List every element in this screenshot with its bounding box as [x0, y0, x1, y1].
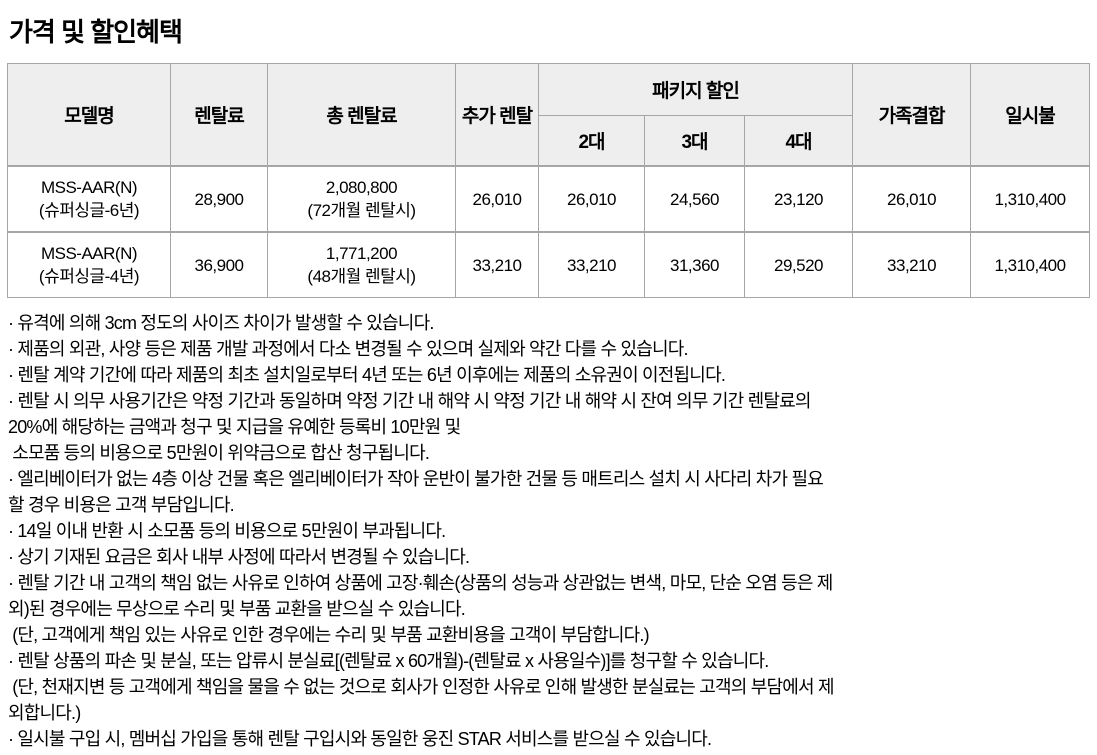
header-rental-fee: 렌탈료 [170, 63, 268, 167]
model-name: MSS-AAR(N) [40, 178, 138, 197]
model-variant: (슈퍼싱글-6년) [38, 201, 140, 220]
note-line: · 렌탈 기간 내 고객의 책임 없는 사유로 인하여 상품에 고장·훼손(상품… [8, 573, 833, 593]
cell-package-3: 24,560 [644, 165, 745, 233]
note-line: · 렌탈 상품의 파손 및 분실, 또는 압류시 분실료[(렌탈료 x 60개월… [8, 651, 769, 671]
model-name: MSS-AAR(N) [40, 244, 138, 263]
cell-lump-sum: 1,310,400 [970, 165, 1091, 233]
cell-package-4: 23,120 [743, 165, 854, 233]
note-line: 소모품 등의 비용으로 5만원이 위약금으로 합산 청구됩니다. [8, 443, 430, 463]
page-title: 가격 및 할인혜택 [9, 17, 183, 47]
cell-package-2: 33,210 [538, 231, 645, 298]
header-package-discount: 패키지 할인 [537, 63, 854, 116]
note-line: 외)된 경우에는 무상으로 수리 및 부품 교환을 받으실 수 있습니다. [8, 599, 466, 619]
cell-family-bundle: 33,210 [852, 231, 972, 298]
note-line: · 일시불 구입 시, 멤버십 가입을 통해 렌탈 구입시와 동일한 웅진 ST… [8, 729, 712, 749]
header-additional-rental: 추가 렌탈 [455, 63, 539, 167]
note-line: (단, 고객에게 책임 있는 사유로 인한 경우에는 수리 및 부품 교환비용을… [8, 625, 649, 645]
cell-rental-fee: 28,900 [170, 165, 268, 233]
note-line: 할 경우 비용은 고객 부담입니다. [8, 495, 235, 515]
note-line: · 14일 이내 반환 시 소모품 등의 비용으로 5만원이 부과됩니다. [8, 521, 446, 541]
cell-total-rental-fee: 2,080,800 (72개월 렌탈시) [267, 165, 456, 233]
header-lump-sum: 일시불 [970, 63, 1091, 167]
cell-lump-sum: 1,310,400 [970, 231, 1091, 298]
note-line: 20%에 해당하는 금액과 청구 및 지급을 유예한 등록비 10만원 및 [8, 417, 461, 437]
note-line: · 상기 기재된 요금은 회사 내부 사정에 따라서 변경될 수 있습니다. [8, 547, 470, 567]
note-line: · 제품의 외관, 사양 등은 제품 개발 과정에서 다소 변경될 수 있으며 … [8, 339, 689, 359]
cell-package-3: 31,360 [644, 231, 745, 298]
cell-package-4: 29,520 [743, 231, 854, 298]
note-line: (단, 천재지변 등 고객에게 책임을 물을 수 없는 것으로 회사가 인정한 … [8, 677, 834, 697]
model-variant: (슈퍼싱글-4년) [38, 267, 140, 286]
total-amount: 1,771,200 [325, 244, 398, 263]
cell-rental-fee: 36,900 [170, 231, 268, 298]
header-family-bundle: 가족결합 [852, 63, 972, 167]
table-row: MSS-AAR(N) (슈퍼싱글-6년) 28,900 2,080,800 (7… [7, 165, 1091, 233]
total-period: (48개월 렌탈시) [307, 267, 416, 286]
cell-family-bundle: 26,010 [852, 165, 972, 233]
total-amount: 2,080,800 [325, 178, 398, 197]
header-total-rental-fee: 총 렌탈료 [267, 63, 456, 167]
cell-model: MSS-AAR(N) (슈퍼싱글-6년) [7, 165, 171, 233]
header-package-2: 2대 [538, 115, 645, 167]
note-line: · 유격에 의해 3cm 정도의 사이즈 차이가 발생할 수 있습니다. [8, 313, 434, 333]
price-table-header: 모델명 렌탈료 총 렌탈료 추가 렌탈 패키지 할인 가족결합 일시불 2대 3… [7, 63, 1091, 167]
note-line: · 렌탈 시 의무 사용기간은 약정 기간과 동일하며 약정 기간 내 해약 시… [8, 391, 811, 411]
header-package-3: 3대 [644, 115, 745, 167]
table-row: MSS-AAR(N) (슈퍼싱글-4년) 36,900 1,771,200 (4… [7, 231, 1091, 298]
cell-total-rental-fee: 1,771,200 (48개월 렌탈시) [267, 231, 456, 298]
note-line: 외합니다.) [8, 703, 81, 723]
cell-additional-rental: 33,210 [455, 231, 539, 298]
cell-additional-rental: 26,010 [455, 165, 539, 233]
note-line: · 렌탈 계약 기간에 따라 제품의 최초 설치일로부터 4년 또는 6년 이후… [8, 365, 726, 385]
header-package-4: 4대 [743, 115, 854, 167]
total-period: (72개월 렌탈시) [307, 201, 416, 220]
notes-section: · 유격에 의해 3cm 정도의 사이즈 차이가 발생할 수 있습니다. · 제품… [8, 310, 1096, 752]
note-line: · 엘리베이터가 없는 4층 이상 건물 혹은 엘리베이터가 작아 운반이 불가… [8, 469, 824, 489]
price-table: 모델명 렌탈료 총 렌탈료 추가 렌탈 패키지 할인 가족결합 일시불 2대 3… [7, 63, 1091, 298]
cell-model: MSS-AAR(N) (슈퍼싱글-4년) [7, 231, 171, 298]
header-model: 모델명 [7, 63, 171, 167]
cell-package-2: 26,010 [538, 165, 645, 233]
